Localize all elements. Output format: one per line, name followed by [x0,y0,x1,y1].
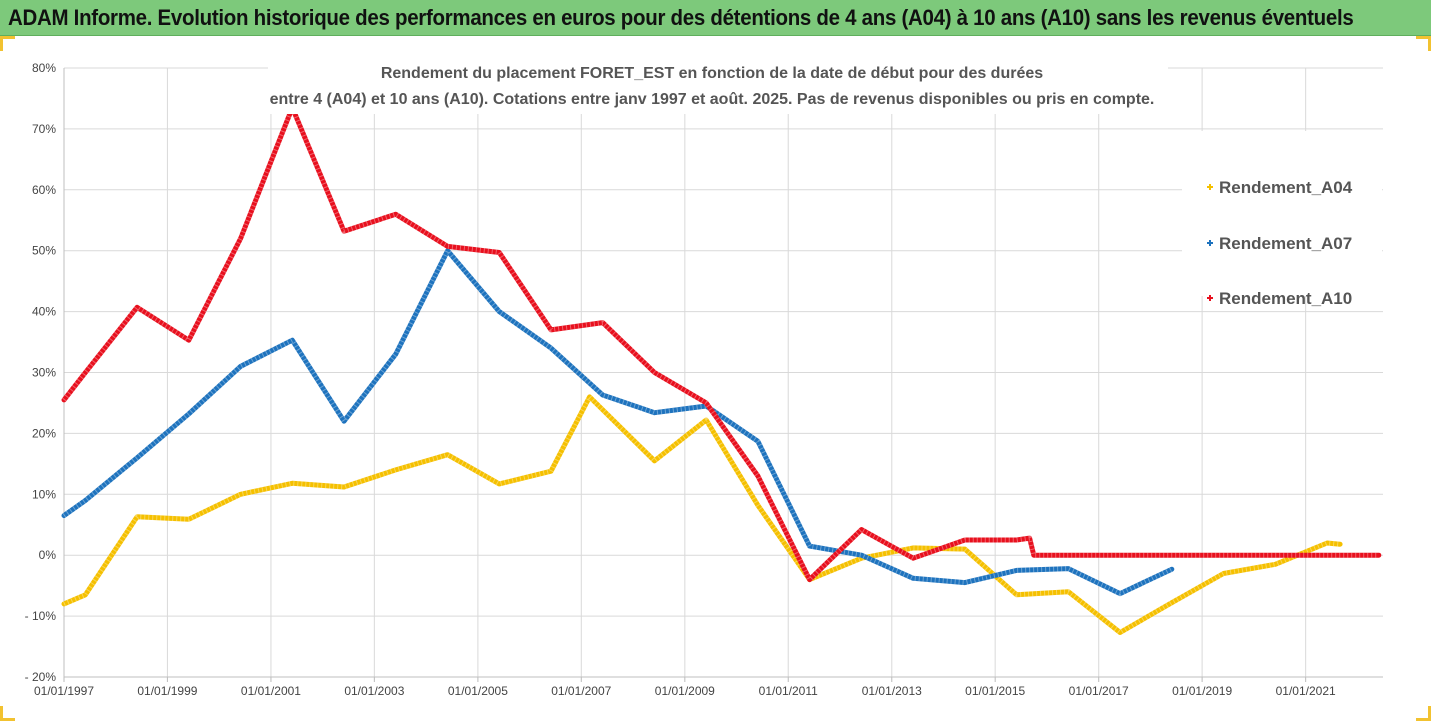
line-chart: - 20% - 10% 0% 10% 20% 30% 40% 50% 60% 70% 80% 01/0… [25,56,1383,698]
y-tick-label: 20% [32,426,56,440]
chart-subtitle: entre 4 (A04) et 10 ans (A10). Cotations… [270,91,1155,108]
y-tick-label: 50% [32,244,56,258]
chart-frame [0,36,1431,721]
x-tick-label: 01/01/1997 [34,684,94,698]
x-tick-label: 01/01/2019 [1172,684,1232,698]
frame-corner-bottom-right [1416,706,1431,721]
legend: Rendement_A04 Rendement_A07 Rendement_A10 [1182,131,1382,308]
frame-corner-bottom-left [0,706,15,721]
frame-corner-top-left [0,36,15,51]
series-texture-a07 [62,246,1173,597]
x-tick-label: 01/01/2015 [965,684,1025,698]
y-tick-label: 30% [32,366,56,380]
legend-label: Rendement_A10 [1219,289,1352,308]
x-tick-label: 01/01/2005 [448,684,508,698]
legend-background [1182,131,1382,296]
series-line-a10 [61,105,1382,583]
chart-title: Rendement du placement FORET_EST en fonc… [381,65,1043,82]
y-tick-label: 10% [32,487,56,501]
legend-label: Rendement_A07 [1219,234,1352,253]
y-tick-label: 60% [32,183,56,197]
banner: ADAM Informe. Evolution historique des p… [0,0,1431,36]
x-tick-label: 01/01/2021 [1276,684,1336,698]
y-tick-label: 0% [39,548,57,562]
y-tick-label: - 20% [25,670,57,684]
x-tick-label: 01/01/2007 [551,684,611,698]
y-tick-label: 80% [32,61,56,75]
axis-layer: - 20% - 10% 0% 10% 20% 30% 40% 50% 60% 70% 80% 01/0… [25,61,1383,698]
x-tick-label: 01/01/2003 [344,684,404,698]
series-line-a07 [61,248,1175,597]
y-tick-label: 70% [32,122,56,136]
y-tick-label: - 10% [25,609,57,623]
frame-corner-top-right [1416,36,1431,51]
x-tick-label: 01/01/1999 [137,684,197,698]
x-tick-label: 01/01/2001 [241,684,301,698]
series-line-a04 [61,394,1343,635]
x-tick-label: 01/01/2011 [759,684,818,698]
legend-label: Rendement_A04 [1219,178,1353,197]
x-tick-label: 01/01/2013 [862,684,922,698]
y-tick-label: 40% [32,305,56,319]
series-texture-a10 [62,100,1379,584]
x-tick-label: 01/01/2009 [655,684,715,698]
x-tick-label: 01/01/2017 [1069,684,1129,698]
series-layer [61,100,1382,636]
series-texture-a04 [63,392,1341,636]
title-background [268,56,1168,114]
title-layer: Rendement du placement FORET_EST en fonc… [268,56,1168,114]
banner-title: ADAM Informe. Evolution historique des p… [8,5,1354,30]
